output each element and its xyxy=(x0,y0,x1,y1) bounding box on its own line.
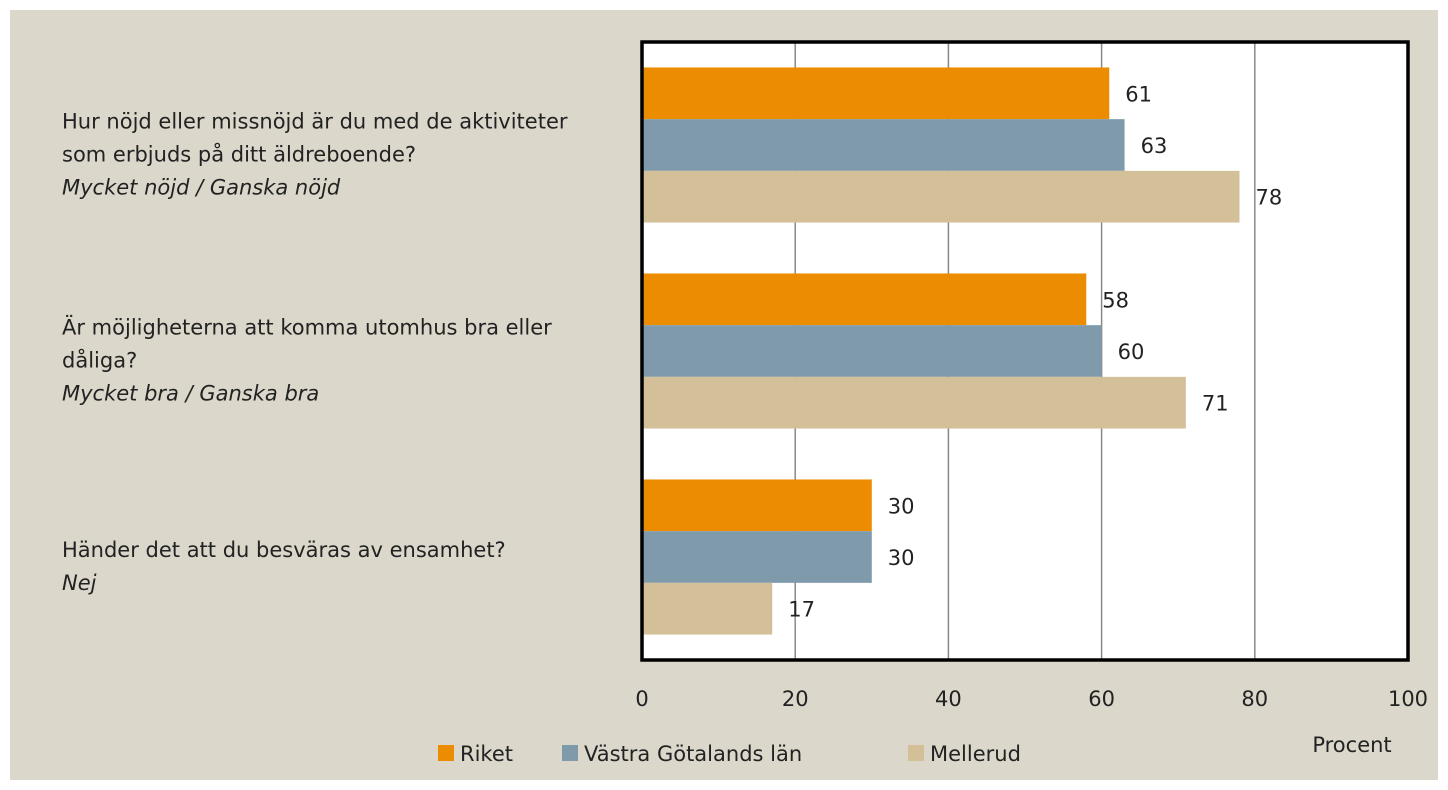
value-label: 60 xyxy=(1118,340,1145,364)
answer: Mycket bra / Ganska bra xyxy=(62,381,320,406)
bar xyxy=(642,170,1240,223)
bar xyxy=(642,119,1125,171)
x-tick-label: 40 xyxy=(935,687,962,711)
legend-label: Mellerud xyxy=(930,742,1021,766)
plot-border xyxy=(640,40,1410,662)
category-label: Händer det att du besväras av ensamhet? N… xyxy=(62,534,572,600)
x-tick-label: 100 xyxy=(1388,687,1428,711)
x-tick-label: 0 xyxy=(635,687,648,711)
bar xyxy=(642,325,1102,377)
question: Är möjligheterna att komma utomhus bra e… xyxy=(62,315,552,373)
value-label: 30 xyxy=(888,546,915,570)
value-label: 78 xyxy=(1255,186,1282,210)
value-label: 61 xyxy=(1125,82,1152,106)
x-axis-label: Procent xyxy=(1312,733,1391,757)
legend-swatch xyxy=(908,745,924,761)
question: Händer det att du besväras av ensamhet? xyxy=(62,538,506,562)
bar xyxy=(642,67,1110,120)
value-label: 63 xyxy=(1141,134,1168,158)
question: Hur nöjd eller missnöjd är du med de akt… xyxy=(62,109,568,167)
category-label: Hur nöjd eller missnöjd är du med de akt… xyxy=(62,106,572,205)
bar xyxy=(642,531,872,583)
legend-label: Västra Götalands län xyxy=(584,742,802,766)
answer: Nej xyxy=(62,571,97,595)
x-tick-label: 20 xyxy=(782,687,809,711)
x-tick-label: 60 xyxy=(1088,687,1115,711)
value-label: 30 xyxy=(888,494,915,518)
legend-swatch xyxy=(562,745,578,761)
value-label: 17 xyxy=(788,598,815,622)
bar xyxy=(642,582,773,635)
answer: Mycket nöjd / Ganska nöjd xyxy=(62,175,341,200)
x-tick-label: 80 xyxy=(1241,687,1268,711)
value-label: 71 xyxy=(1202,392,1229,416)
category-label: Är möjligheterna att komma utomhus bra e… xyxy=(62,312,572,411)
legend-label: Riket xyxy=(460,742,513,766)
bar xyxy=(642,479,872,532)
bar xyxy=(642,376,1186,429)
value-label: 58 xyxy=(1102,288,1129,312)
bar xyxy=(642,273,1087,326)
legend-swatch xyxy=(438,745,454,761)
